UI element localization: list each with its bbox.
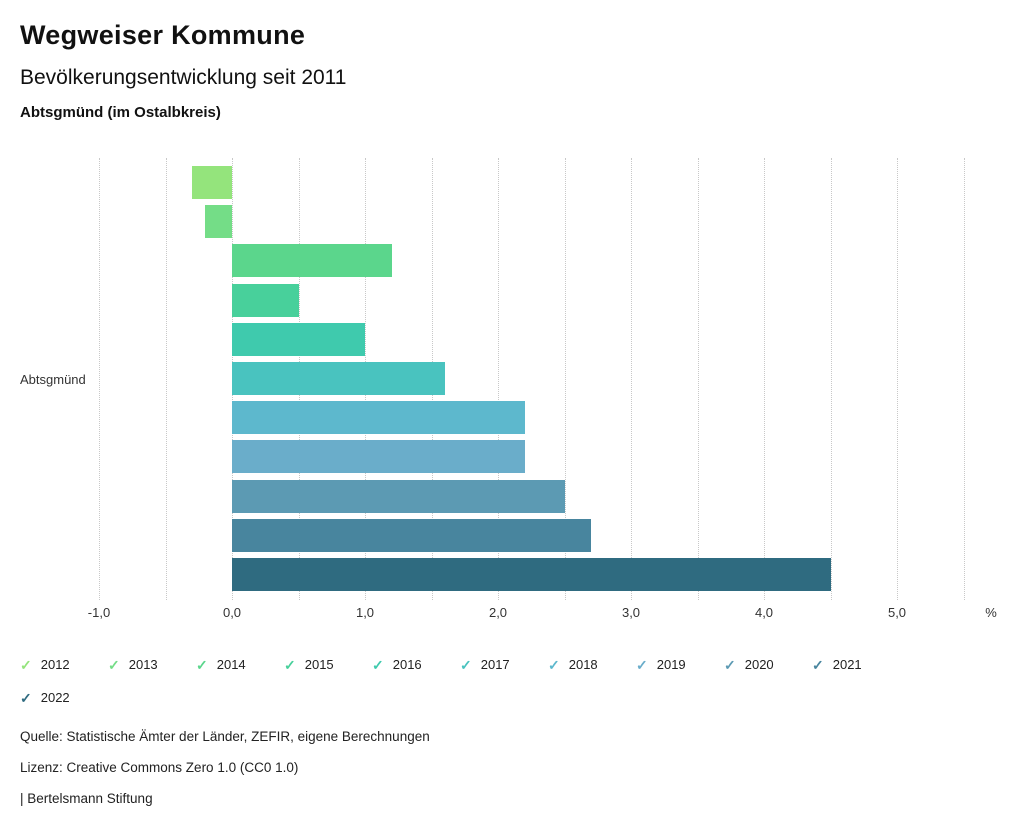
check-icon: ✓ (196, 656, 208, 673)
check-icon: ✓ (548, 656, 560, 673)
x-axis-unit-label: % (985, 605, 997, 620)
check-icon: ✓ (812, 656, 824, 673)
legend-item-2013[interactable]: ✓ 2013 (108, 648, 196, 681)
bar-2020[interactable] (232, 479, 565, 513)
gridline (963, 158, 965, 600)
legend-label: 2021 (832, 657, 862, 672)
bar-2013[interactable] (205, 205, 232, 239)
legend-item-2020[interactable]: ✓ 2020 (724, 648, 812, 681)
gridline (498, 158, 499, 600)
footer-license: Lizenz: Creative Commons Zero 1.0 (CC0 1… (20, 760, 299, 775)
bar-2019[interactable] (232, 440, 525, 474)
bar-2012[interactable] (192, 166, 232, 199)
x-axis-tick: 0,0 (222, 605, 242, 620)
check-icon: ✓ (372, 656, 384, 673)
check-icon: ✓ (724, 656, 736, 673)
gridline (764, 158, 765, 600)
gridline (631, 158, 632, 600)
legend-item-2015[interactable]: ✓ 2015 (284, 648, 372, 681)
x-axis-tick: 2,0 (488, 605, 508, 620)
gridline (897, 158, 898, 600)
legend-label: 2020 (744, 657, 774, 672)
legend-label: 2015 (304, 657, 334, 672)
check-icon: ✓ (636, 656, 648, 673)
page-title: Wegweiser Kommune (20, 20, 306, 50)
x-axis-tick: 4,0 (754, 605, 774, 620)
bar-2017[interactable] (232, 362, 445, 395)
check-icon: ✓ (460, 656, 472, 673)
bar-2022[interactable] (232, 558, 831, 591)
legend-item-2012[interactable]: ✓ 2012 (20, 648, 108, 681)
footer-source: Quelle: Statistische Ämter der Länder, Z… (20, 729, 430, 744)
legend-item-2018[interactable]: ✓ 2018 (548, 648, 636, 681)
legend-label: 2012 (40, 657, 70, 672)
legend-label: 2017 (480, 657, 510, 672)
legend-label: 2019 (656, 657, 686, 672)
legend-item-2019[interactable]: ✓ 2019 (636, 648, 724, 681)
legend-label: 2013 (128, 657, 158, 672)
legend: ✓ 2012 ✓ 2013 ✓ 2014 ✓ 2015 ✓ 2016 ✓ 2017 ✓ 2018 ✓ 2019… (20, 648, 930, 714)
check-icon: ✓ (284, 656, 296, 673)
bar-2018[interactable] (232, 401, 525, 435)
chart-subtitle: Bevölkerungsentwicklung seit 2011 (20, 66, 347, 89)
check-icon: ✓ (20, 689, 32, 706)
bar-2014[interactable] (232, 244, 392, 278)
legend-label: 2018 (568, 657, 598, 672)
x-axis-tick: 3,0 (621, 605, 641, 620)
legend-label: 2016 (392, 657, 422, 672)
legend-item-2016[interactable]: ✓ 2016 (372, 648, 460, 681)
legend-item-2021[interactable]: ✓ 2021 (812, 648, 900, 681)
check-icon: ✓ (20, 656, 32, 673)
bar-2015[interactable] (232, 283, 299, 317)
chart-location: Abtsgmünd (im Ostalbkreis) (20, 104, 221, 121)
legend-item-2014[interactable]: ✓ 2014 (196, 648, 284, 681)
x-axis-tick: 5,0 (887, 605, 907, 620)
bar-2021[interactable] (232, 518, 592, 552)
footer-attribution: | Bertelsmann Stiftung (20, 791, 153, 806)
gridline (830, 158, 832, 600)
gridline (165, 158, 167, 600)
x-axis-tick: -1,0 (87, 605, 111, 620)
y-axis-group-label: Abtsgmünd (20, 372, 86, 387)
x-axis-tick: 1,0 (355, 605, 375, 620)
legend-item-2017[interactable]: ✓ 2017 (460, 648, 548, 681)
gridline (564, 158, 566, 600)
legend-label: 2022 (40, 690, 70, 705)
bar-2016[interactable] (232, 322, 365, 356)
legend-label: 2014 (216, 657, 246, 672)
check-icon: ✓ (108, 656, 120, 673)
gridline (697, 158, 699, 600)
legend-item-2022[interactable]: ✓ 2022 (20, 681, 108, 714)
gridline (99, 158, 100, 600)
